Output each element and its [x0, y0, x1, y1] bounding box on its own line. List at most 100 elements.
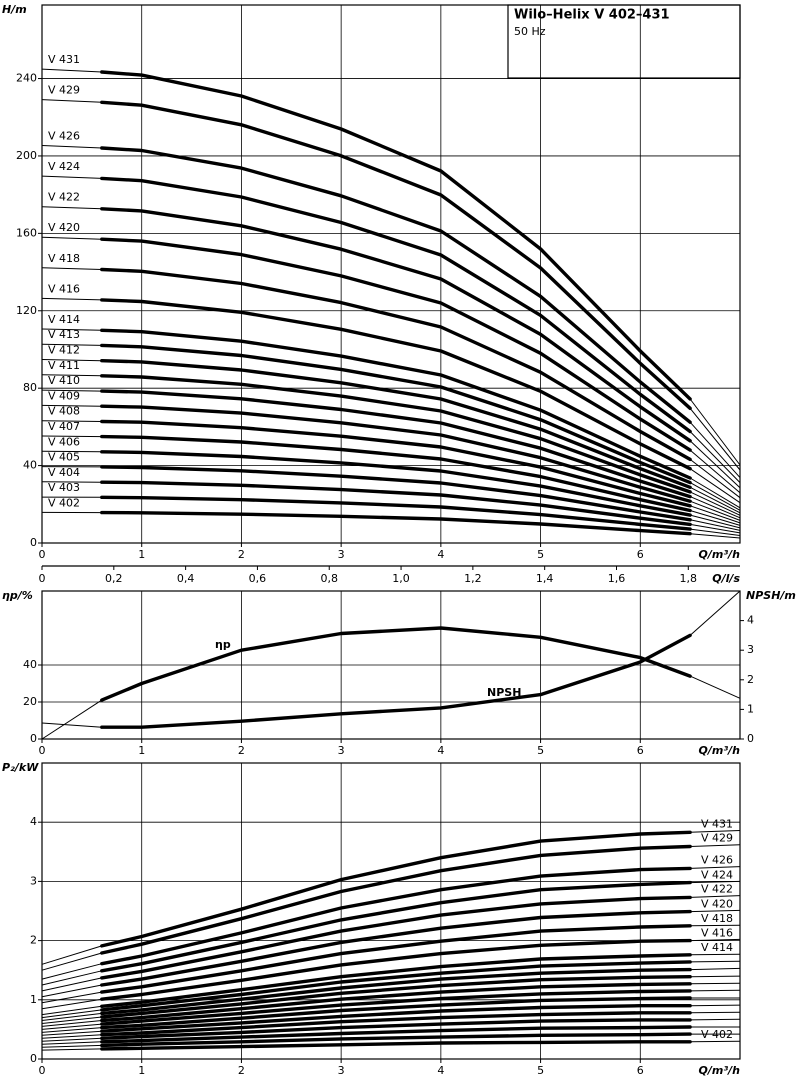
- series-label: V 418: [701, 912, 733, 925]
- curve-line-operating: [100, 633, 692, 729]
- y-tick-label: 3: [30, 874, 37, 887]
- series-label: V 402: [701, 1028, 733, 1041]
- curve-line-operating: [100, 495, 692, 531]
- y-tick-label: 240: [16, 72, 37, 85]
- series-label: V 413: [48, 328, 80, 341]
- curve-line-operating: [100, 938, 692, 1001]
- curve-line-operating: [100, 1040, 692, 1051]
- curve-line-operating: [100, 480, 692, 527]
- series-label: V 422: [701, 883, 733, 896]
- curve-label: NPSH: [487, 686, 521, 699]
- series-label: V 420: [48, 221, 80, 234]
- chart-subtitle: 50 Hz: [514, 25, 546, 38]
- x2-tick-label: 1,6: [608, 572, 626, 585]
- series-label: V 405: [48, 451, 80, 464]
- x2-tick-label: 0,8: [320, 572, 338, 585]
- series-label: V 407: [48, 420, 80, 433]
- curve-line-operating: [100, 207, 692, 443]
- curve-line-operating: [100, 626, 692, 702]
- series-label: V 409: [48, 389, 80, 402]
- x2-tick-label: 1,4: [536, 572, 554, 585]
- y-tick-label: 0: [30, 536, 37, 549]
- y-tick-label: 1: [30, 993, 37, 1006]
- plot-frame: [41, 4, 741, 544]
- curve-line-operating: [100, 1018, 692, 1040]
- y2-axis-label: NPSH/m: [746, 589, 796, 602]
- curve-line-operating: [100, 328, 692, 480]
- curve-line-operating: [100, 1004, 692, 1033]
- series-label: V 424: [48, 160, 80, 173]
- y-axis-label: ηp/%: [2, 589, 33, 602]
- curve-label: ηp: [215, 638, 231, 651]
- series-label: V 402: [48, 496, 80, 509]
- curve-line: [41, 68, 741, 466]
- x-tick-label: 4: [437, 548, 444, 561]
- curve-line-operating: [100, 176, 692, 434]
- curve-line-operating: [100, 982, 692, 1023]
- x-tick-label: 4: [437, 1064, 444, 1077]
- y2-tick-label: 3: [747, 643, 754, 656]
- series-label: V 431: [701, 817, 733, 830]
- curve-line-operating: [100, 866, 692, 966]
- curve-line-operating: [100, 953, 692, 1008]
- curve-line-operating: [100, 434, 692, 513]
- curve-line-operating: [100, 298, 692, 471]
- curve-line-operating: [100, 844, 692, 955]
- x-tick-label: 5: [537, 1064, 544, 1077]
- curve-line-operating: [100, 146, 692, 424]
- x-axis-label: Q/m³/h: [699, 1064, 741, 1077]
- x-tick-label: 3: [338, 744, 345, 757]
- curve-line-operating: [100, 996, 692, 1030]
- y-tick-label: 2: [30, 934, 37, 947]
- y2-tick-label: 2: [747, 673, 754, 686]
- curve-line-operating: [100, 924, 692, 994]
- x-tick-label: 3: [338, 1064, 345, 1077]
- y-tick-label: 40: [23, 658, 37, 671]
- series-label: V 424: [701, 868, 733, 881]
- y2-tick-label: 4: [747, 614, 754, 627]
- x2-tick-label: 1,0: [392, 572, 410, 585]
- curve-line-operating: [100, 960, 692, 1012]
- y2-tick-label: 1: [747, 702, 754, 715]
- x-tick-label: 5: [537, 548, 544, 561]
- curve-line-operating: [100, 237, 692, 452]
- series-label: V 410: [48, 374, 80, 387]
- x-tick-label: 0: [39, 744, 46, 757]
- series-label: V 414: [48, 313, 80, 326]
- y-tick-label: 4: [30, 815, 37, 828]
- x-tick-label: 6: [637, 548, 644, 561]
- series-label: V 431: [48, 53, 80, 66]
- x-tick-label: 1: [138, 1064, 145, 1077]
- curve-line-operating: [100, 909, 692, 987]
- curve-line-operating: [100, 1032, 692, 1048]
- title-box: [507, 4, 741, 79]
- series-label: V 411: [48, 359, 80, 372]
- curve-line-operating: [100, 70, 692, 401]
- curve-line-operating: [100, 450, 692, 517]
- x-tick-label: 2: [238, 744, 245, 757]
- x2-tick-label: 1,2: [464, 572, 482, 585]
- y-tick-label: 0: [30, 1052, 37, 1065]
- series-label: V 412: [48, 344, 80, 357]
- x-tick-label: 1: [138, 548, 145, 561]
- x-axis-label: Q/m³/h: [699, 744, 741, 757]
- series-label: V 404: [48, 466, 80, 479]
- y-tick-label: 0: [30, 732, 37, 745]
- series-label: V 408: [48, 405, 80, 418]
- series-label: V 420: [701, 897, 733, 910]
- y-tick-label: 120: [16, 304, 37, 317]
- curve-line-operating: [100, 1025, 692, 1044]
- curve-line-operating: [100, 389, 692, 499]
- x2-tick-label: 0,4: [177, 572, 195, 585]
- series-label: V 414: [701, 941, 733, 954]
- x2-axis-label: Q/l/s: [712, 572, 740, 585]
- curve-line-operating: [100, 465, 692, 522]
- chart-title: Wilo–Helix V 402–431: [514, 8, 670, 23]
- series-label: V 418: [48, 252, 80, 265]
- x-tick-label: 2: [238, 1064, 245, 1077]
- series-label: V 422: [48, 191, 80, 204]
- x-tick-label: 6: [637, 744, 644, 757]
- curve-line-operating: [100, 404, 692, 503]
- x-tick-label: 1: [138, 744, 145, 757]
